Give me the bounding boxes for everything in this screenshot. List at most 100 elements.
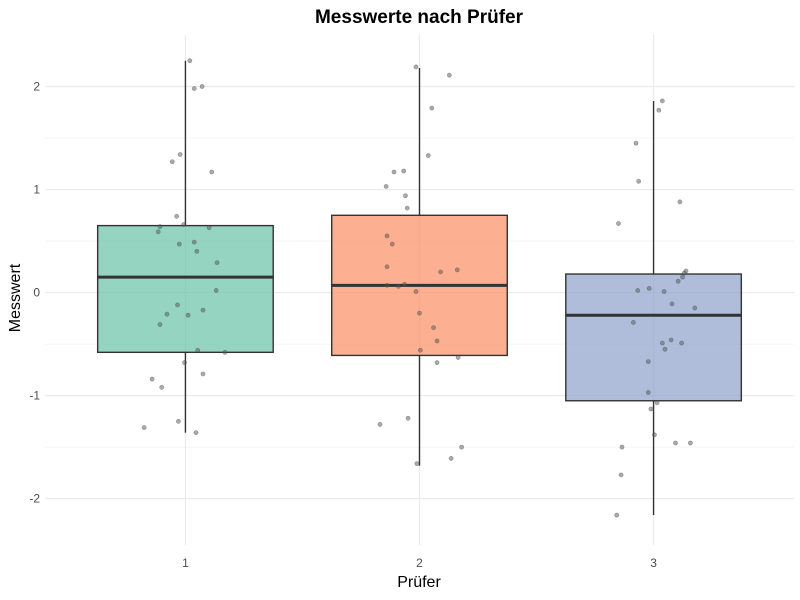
data-point [633,140,639,146]
data-point [454,267,460,273]
data-point [645,359,651,365]
data-point [195,347,201,353]
data-point [680,274,685,280]
data-point [200,307,206,313]
data-point [652,432,657,438]
data-point [177,152,183,157]
data-point [446,72,452,78]
data-point [659,340,665,346]
data-point [668,337,674,343]
chart-title: Messwerte nach Prüfer [315,7,524,28]
jitter-points [141,58,698,518]
data-point [169,159,175,165]
data-point [616,221,621,226]
x-tick-label: 3 [650,556,657,570]
data-point [384,233,390,239]
data-point [155,229,161,235]
data-point [396,283,401,289]
data-point [434,338,440,344]
data-point [677,199,683,205]
data-point [656,107,662,113]
y-axis-ticks: -2 -1 0 1 2 [29,80,40,506]
data-point [164,311,170,317]
data-point [648,406,654,412]
y-tick-label: -1 [29,389,40,403]
data-point [679,340,685,346]
box-group-2 [331,67,508,466]
data-point [181,222,187,227]
data-point [213,288,219,293]
data-point [384,264,390,270]
y-tick-label: 0 [33,286,40,300]
data-point [413,64,419,70]
data-point [654,400,660,406]
data-point [206,225,212,231]
data-point [193,430,199,436]
data-point [646,286,652,291]
boxes [96,60,743,516]
data-point [383,184,389,189]
data-point [438,269,443,275]
data-point [401,168,407,174]
data-point [619,444,625,450]
data-point [214,260,220,266]
data-point [391,169,397,175]
data-point [681,270,687,276]
x-tick-label: 1 [182,556,189,570]
data-point [688,440,693,446]
data-point [431,325,436,331]
x-axis-title: Prüfer [397,574,441,591]
data-point [194,248,200,254]
box [96,224,274,354]
data-point [141,425,147,430]
data-point [614,512,620,518]
y-tick-label: 1 [33,183,40,197]
data-point [414,461,420,467]
data-point [434,360,440,366]
data-point [659,98,665,104]
data-point [429,105,435,111]
data-point [662,346,668,352]
data-point [402,281,407,287]
data-point [175,302,180,308]
data-point [675,278,681,284]
data-point [157,224,163,230]
x-tick-label: 2 [416,556,423,570]
data-point [157,322,163,327]
data-point [405,415,411,421]
data-point [669,301,675,307]
data-point [176,241,182,247]
data-point [389,241,395,247]
data-point [176,418,181,424]
data-point [661,289,667,294]
data-point [200,371,206,377]
data-point [673,440,678,446]
data-point [159,384,165,390]
y-tick-label: -2 [29,492,40,506]
data-point [630,320,636,325]
data-point [384,282,390,288]
data-point [618,472,624,478]
data-point [149,376,155,382]
data-point [182,360,187,366]
data-point [413,289,419,294]
data-point [417,347,423,353]
x-axis-ticks: 1 2 3 [182,556,657,570]
data-point [191,86,197,91]
data-point [417,310,422,316]
data-point [459,444,465,450]
y-tick-label: 2 [33,80,40,94]
box-group-1 [96,60,274,433]
data-point [403,193,408,199]
box [565,273,743,402]
data-point [209,169,215,175]
y-axis-title: Messwert [7,263,24,332]
data-point [425,153,431,158]
data-point [222,349,228,355]
data-point [635,288,641,293]
data-point [448,456,454,461]
data-point [377,422,383,427]
data-point [645,390,651,395]
data-point [187,58,193,64]
